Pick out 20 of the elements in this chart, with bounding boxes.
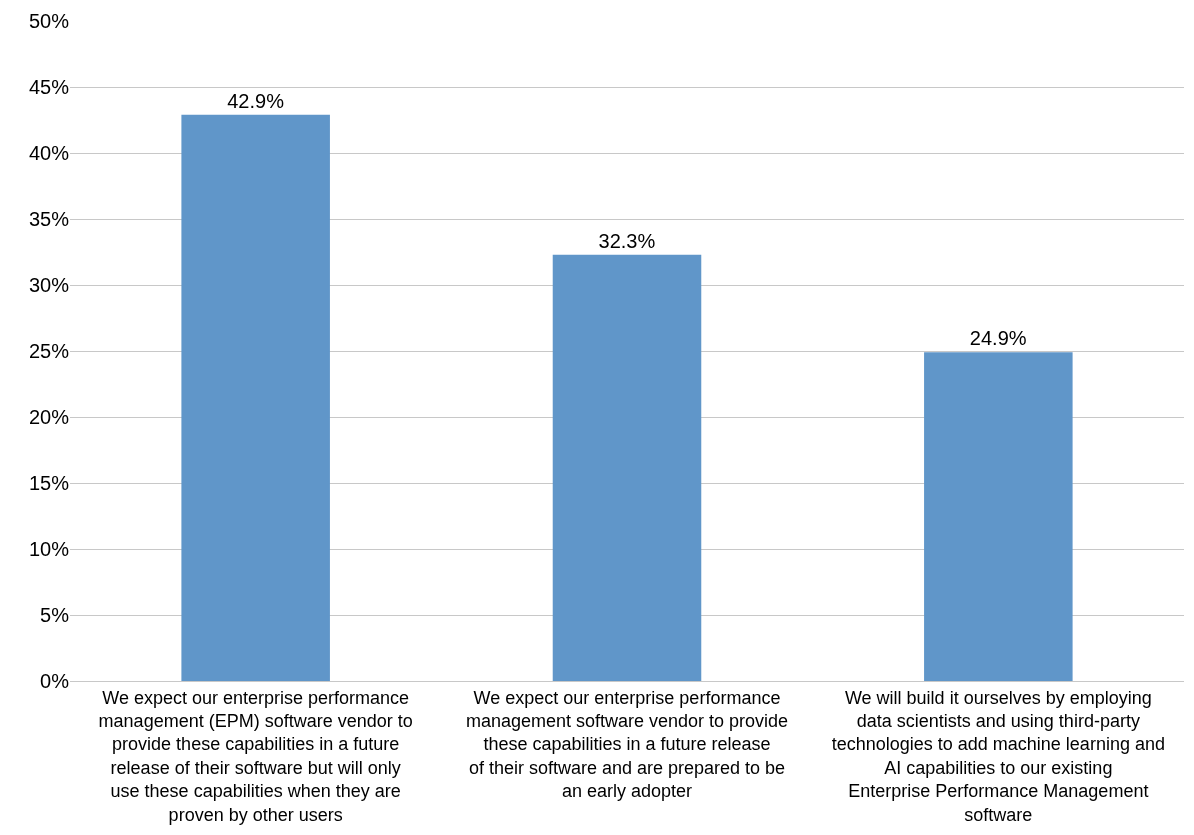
y-tick-label: 30% [28,274,70,296]
y-tick-label: 0% [40,670,70,692]
y-tick-label: 40% [28,142,70,164]
x-tick-label: We expect our enterprise performance management (EPM) software vendor to provide these capabilities in a future release of their software but will only use these capabilities when they are proven by other users [98,687,413,825]
y-tick-label: 45% [28,76,70,98]
data-label: 32.3% [598,229,656,252]
bar [924,352,1073,681]
x-tick-label: We will build it ourselves by employing data scientists and using third-party technologies to add machine learning and AI capabilities to our existing Enterprise Performance Management software [831,687,1165,825]
y-tick-label: 35% [28,208,70,230]
y-tick-label: 20% [28,406,70,428]
data-label: 24.9% [969,327,1027,350]
bar [181,114,330,681]
data-label: 42.9% [227,89,285,112]
y-tick-label: 50% [28,10,70,32]
y-tick-label: 25% [28,340,70,362]
y-tick-label: 10% [28,538,70,560]
y-tick-label: 5% [40,604,70,626]
y-tick-label: 15% [28,472,70,494]
x-tick-label: We expect our enterprise performance management software vendor to provide these capabilities in a future release of their software and are prepared to be an early adopter [465,687,789,802]
bar [552,254,702,681]
